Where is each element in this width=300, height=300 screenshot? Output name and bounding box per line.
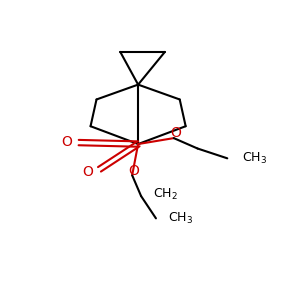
Text: CH$_3$: CH$_3$ bbox=[168, 211, 193, 226]
Text: CH$_3$: CH$_3$ bbox=[242, 151, 267, 166]
Text: O: O bbox=[170, 126, 181, 140]
Text: O: O bbox=[61, 135, 72, 149]
Text: O: O bbox=[128, 164, 139, 178]
Text: O: O bbox=[82, 165, 93, 179]
Text: CH$_2$: CH$_2$ bbox=[153, 187, 178, 202]
